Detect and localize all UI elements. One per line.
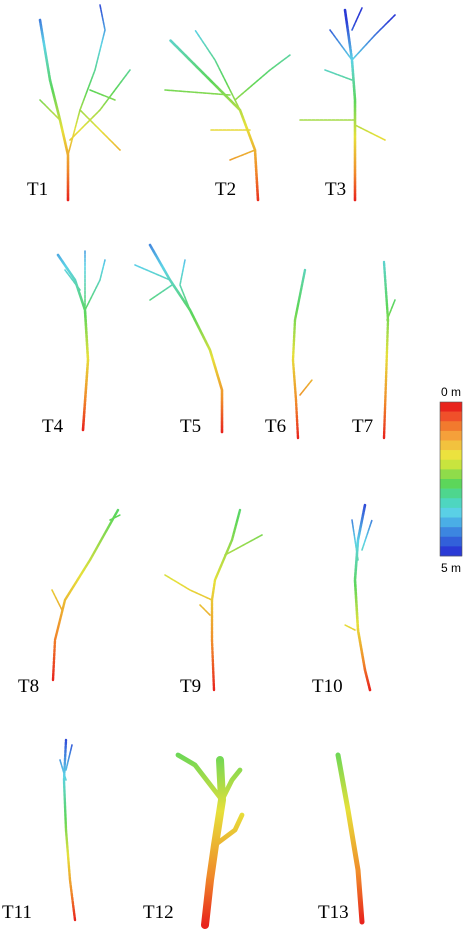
branch	[79, 109, 121, 151]
branch	[65, 744, 73, 771]
colorbar-band	[440, 479, 462, 489]
tree	[382, 260, 396, 440]
branch	[179, 259, 191, 311]
tree-label: T3	[325, 179, 346, 200]
branch	[84, 259, 106, 311]
branch	[51, 589, 63, 611]
tree-label: T2	[215, 179, 236, 200]
colorbar-band	[440, 411, 462, 422]
branch	[210, 508, 242, 692]
branch	[148, 243, 224, 434]
branch	[343, 8, 357, 202]
colorbar-band	[440, 488, 462, 499]
colorbar-band	[440, 517, 462, 528]
branch	[67, 4, 106, 156]
tree	[344, 503, 373, 692]
branch	[324, 69, 353, 81]
colorbar-band	[440, 536, 462, 547]
branch	[38, 18, 70, 202]
branch	[62, 738, 77, 922]
branch	[335, 752, 365, 925]
colorbar-band	[440, 469, 462, 480]
branch	[51, 508, 120, 682]
tree-label: T10	[312, 676, 343, 697]
tree-label: T13	[318, 902, 349, 923]
colorbar-band	[440, 430, 462, 441]
tree	[134, 243, 224, 434]
tree-label: T5	[180, 416, 201, 437]
branch	[212, 812, 245, 848]
branch	[353, 503, 372, 692]
branch	[224, 534, 263, 556]
tree-label: T1	[27, 179, 48, 200]
trees: T1 T2 T3 T4 T5 T6 T7 T8 T9 T10 T11 T12 T13	[2, 4, 396, 929]
branch	[175, 752, 225, 803]
branch	[149, 284, 173, 301]
tree	[175, 752, 245, 929]
branch	[164, 89, 231, 96]
tree	[56, 249, 106, 432]
tree	[38, 4, 131, 202]
colorbar-band	[440, 459, 462, 470]
branch	[59, 759, 67, 781]
colorbar-band	[440, 498, 462, 509]
tree	[299, 7, 396, 202]
branch	[344, 624, 356, 631]
branch	[351, 519, 359, 561]
colorbar-band	[440, 527, 462, 538]
branch	[361, 519, 373, 551]
colorbar-band	[440, 421, 462, 432]
colorbar-frame	[439, 401, 463, 557]
branch	[219, 767, 243, 803]
tree	[291, 268, 313, 440]
branch	[386, 299, 396, 321]
branch	[351, 7, 363, 31]
colorbar-band	[440, 546, 462, 557]
colorbar: 0 m 5 m	[439, 385, 463, 575]
tree-label: T8	[18, 676, 39, 697]
branch	[134, 264, 171, 281]
tree	[335, 752, 365, 925]
tree-label: T9	[180, 676, 201, 697]
branch	[229, 149, 256, 161]
colorbar-band	[440, 450, 462, 461]
colorbar-band	[440, 440, 462, 451]
tree	[164, 29, 291, 202]
tree-label: T12	[143, 902, 174, 923]
branch	[69, 69, 131, 141]
branch	[234, 54, 291, 101]
branch	[109, 514, 121, 521]
tree-label: T6	[265, 416, 286, 437]
branch	[351, 14, 396, 61]
tree	[51, 508, 121, 682]
branch	[39, 99, 61, 121]
colorbar-bottom-label: 5 m	[441, 561, 461, 575]
branch	[64, 269, 81, 291]
branch	[194, 29, 241, 111]
tree	[164, 508, 263, 692]
branch	[199, 604, 211, 616]
tree-label: T4	[42, 416, 64, 437]
colorbar-band	[440, 507, 462, 518]
tree-label: T11	[2, 902, 32, 923]
branch	[164, 574, 213, 601]
colorbar-top-label: 0 m	[441, 385, 461, 399]
tree-label: T7	[352, 416, 373, 437]
branch	[329, 29, 353, 61]
branch	[291, 268, 307, 440]
branch	[168, 38, 260, 202]
branch	[382, 260, 390, 440]
branch	[299, 379, 313, 396]
branch	[89, 89, 116, 101]
branch	[354, 124, 386, 141]
colorbar-band	[440, 402, 462, 412]
tree	[59, 738, 77, 922]
